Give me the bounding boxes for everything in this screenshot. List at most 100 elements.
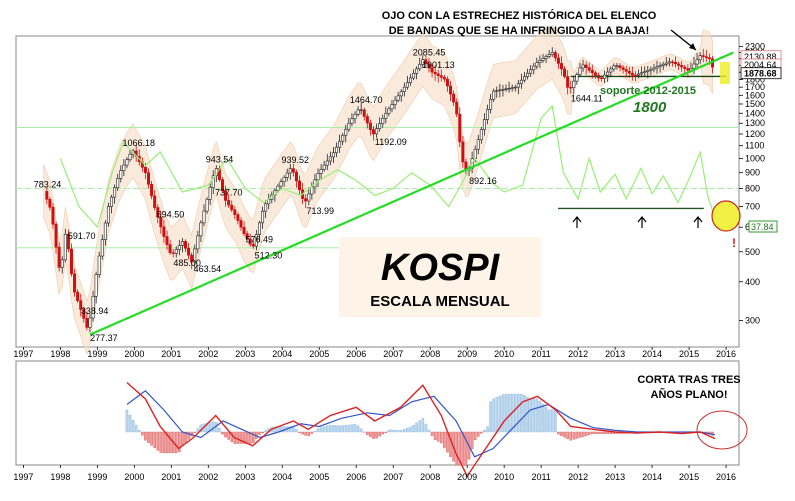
candle-body bbox=[596, 75, 600, 79]
macd-histogram-bar bbox=[131, 419, 135, 433]
macd-histogram-bar bbox=[554, 408, 557, 433]
macd-histogram-bar bbox=[563, 431, 566, 438]
macd-histogram-bar bbox=[473, 431, 477, 440]
candle-body bbox=[304, 198, 308, 202]
candle-body bbox=[282, 177, 286, 183]
candle-body bbox=[559, 63, 563, 70]
candle-body bbox=[603, 74, 607, 79]
macd-histogram-bar bbox=[513, 393, 517, 433]
candle-body bbox=[319, 168, 323, 174]
price-label: 1901.13 bbox=[422, 60, 455, 70]
macd-histogram-bar bbox=[597, 431, 600, 434]
x-tick-label: 2009 bbox=[457, 349, 477, 359]
y-tick-label: 400 bbox=[745, 277, 760, 287]
candle-body bbox=[202, 210, 206, 224]
x-tick-label: 2010 bbox=[494, 472, 514, 482]
candle-body bbox=[677, 63, 681, 66]
macd-histogram-bar bbox=[535, 398, 539, 433]
macd-annotation-1: CORTA TRAS TRES bbox=[637, 374, 740, 386]
x-tick-label: 2009 bbox=[457, 472, 477, 482]
candle-body bbox=[704, 56, 708, 58]
macd-histogram-bar bbox=[455, 431, 459, 466]
macd-histogram-bar bbox=[369, 431, 372, 437]
candle-body bbox=[615, 65, 619, 67]
macd-histogram-bar bbox=[134, 424, 138, 433]
candle-body bbox=[569, 87, 573, 89]
macd-histogram-bar bbox=[396, 430, 400, 433]
x-axis-top: 1997 1998 1999 2000 2001 2002 2003 2004 2005 2006… bbox=[13, 347, 736, 359]
y-tick-label: 500 bbox=[745, 247, 760, 257]
candle-body bbox=[698, 55, 702, 61]
support-value: 1800 bbox=[633, 99, 667, 116]
candle-body bbox=[362, 109, 366, 117]
candle-body bbox=[584, 64, 588, 68]
x-tick-label: 2010 bbox=[494, 349, 514, 359]
candle-body bbox=[516, 83, 520, 88]
x-tick-label: 2016 bbox=[716, 349, 736, 359]
candle-body bbox=[79, 300, 83, 310]
candle-body bbox=[239, 220, 243, 228]
price-label: 713.99 bbox=[306, 206, 334, 216]
price-label: 1192.09 bbox=[375, 137, 407, 147]
candle-body bbox=[550, 52, 554, 55]
candle-body bbox=[174, 249, 178, 254]
candle-body bbox=[153, 195, 157, 208]
candle-body bbox=[415, 68, 419, 74]
price-labels: 783.24 591.70 338.94 277.37 1066.18 694.50 485… bbox=[34, 48, 603, 343]
macd-line bbox=[126, 381, 716, 478]
candle-body bbox=[116, 178, 120, 189]
macd-histogram-bar bbox=[504, 393, 508, 433]
macd-histogram-bar bbox=[393, 429, 397, 433]
axis-badge-label: 2130.88 bbox=[744, 52, 777, 62]
macd-histogram-bar bbox=[353, 424, 357, 433]
candle-body bbox=[147, 172, 151, 185]
x-tick-label: 2014 bbox=[642, 349, 662, 359]
macd-histogram-bar bbox=[359, 428, 363, 433]
title-box bbox=[339, 237, 541, 317]
candle-body bbox=[387, 108, 391, 114]
macd-histogram-bar bbox=[600, 431, 603, 434]
candle-body bbox=[686, 68, 690, 71]
price-label: 277.37 bbox=[90, 333, 118, 343]
macd-histogram-bar bbox=[550, 409, 554, 433]
macd-histogram-bar bbox=[218, 427, 221, 433]
candle-body bbox=[566, 76, 570, 88]
candle-body bbox=[193, 248, 197, 263]
candle-body bbox=[600, 77, 604, 80]
candle-body bbox=[455, 101, 459, 115]
candle-body bbox=[510, 87, 514, 89]
candle-body bbox=[442, 77, 446, 80]
candle-body bbox=[707, 57, 711, 60]
candle-body bbox=[261, 210, 265, 224]
exclamation-mark: ! bbox=[732, 236, 736, 250]
candle-body bbox=[162, 226, 166, 237]
macd-histogram-bar bbox=[264, 430, 267, 433]
macd-histogram-bar bbox=[332, 425, 335, 433]
macd-histogram-bar bbox=[439, 431, 443, 444]
candle-body bbox=[211, 175, 215, 188]
macd-histogram-bar bbox=[557, 431, 560, 435]
annotation-line-2: DE BANDAS QUE SE HA INFRINGIDO A LA BAJA… bbox=[389, 25, 650, 37]
y-tick-label: 800 bbox=[745, 184, 760, 194]
candle-body bbox=[408, 77, 412, 83]
candle-body bbox=[393, 99, 397, 105]
candle-body bbox=[538, 60, 542, 63]
candle-body bbox=[119, 170, 123, 179]
x-tick-label: 2007 bbox=[383, 472, 403, 482]
macd-histogram-bar bbox=[575, 431, 579, 439]
candle-body bbox=[427, 63, 431, 69]
band-area bbox=[43, 25, 713, 356]
candle-body bbox=[575, 74, 579, 82]
candle-body bbox=[220, 179, 224, 191]
y-tick-label: 1500 bbox=[745, 99, 765, 109]
annotation-arrow-head bbox=[689, 43, 696, 50]
price-label: 2085.45 bbox=[413, 48, 446, 58]
up-arrow-3 bbox=[693, 216, 703, 228]
x-tick-label: 2011 bbox=[531, 349, 550, 359]
candle-body bbox=[307, 193, 311, 202]
candle-body bbox=[353, 114, 357, 120]
candle-body bbox=[501, 89, 505, 91]
y-tick-label: 1300 bbox=[745, 118, 765, 128]
candle-body bbox=[322, 164, 326, 170]
candle-body bbox=[701, 55, 705, 57]
